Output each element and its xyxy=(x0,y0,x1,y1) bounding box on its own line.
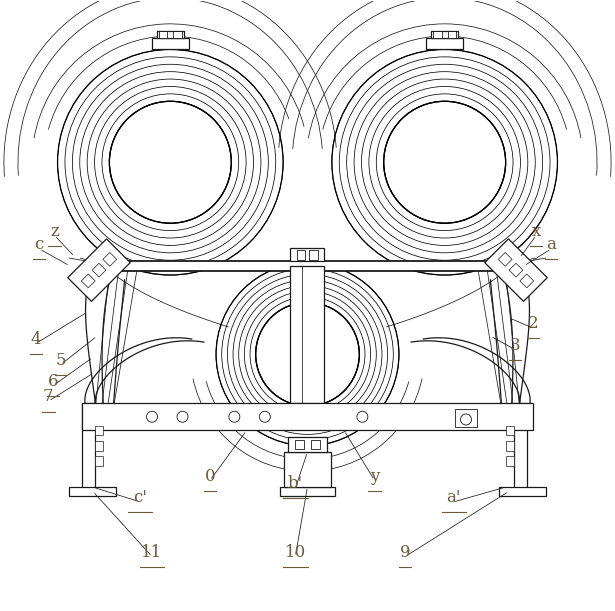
Text: y: y xyxy=(370,467,379,485)
Polygon shape xyxy=(520,274,534,288)
Bar xyxy=(506,456,514,466)
Bar xyxy=(514,403,527,488)
Bar xyxy=(426,38,463,49)
Bar xyxy=(82,403,95,488)
Bar xyxy=(288,437,327,452)
Bar xyxy=(159,31,167,38)
Polygon shape xyxy=(92,263,106,277)
Bar xyxy=(455,409,477,428)
Bar xyxy=(82,403,533,431)
Bar xyxy=(95,441,103,450)
Text: 11: 11 xyxy=(141,544,163,561)
Polygon shape xyxy=(509,263,523,277)
Circle shape xyxy=(384,101,506,223)
Bar xyxy=(290,266,324,403)
Text: 10: 10 xyxy=(285,544,306,561)
Bar xyxy=(152,38,189,49)
Text: c': c' xyxy=(133,489,147,506)
Polygon shape xyxy=(68,239,130,301)
Text: a': a' xyxy=(446,489,461,506)
Text: 9: 9 xyxy=(400,544,410,561)
Bar xyxy=(95,456,103,466)
Text: 5: 5 xyxy=(55,352,66,369)
Bar xyxy=(68,486,116,496)
Polygon shape xyxy=(103,252,117,266)
Text: 2: 2 xyxy=(528,315,538,332)
Text: b': b' xyxy=(288,475,303,492)
Bar xyxy=(280,486,335,496)
Text: 7: 7 xyxy=(43,389,54,406)
Text: x: x xyxy=(531,222,541,240)
Bar xyxy=(309,250,317,260)
Bar xyxy=(506,441,514,450)
Bar xyxy=(103,261,512,271)
Text: 0: 0 xyxy=(205,467,215,485)
Bar xyxy=(284,452,331,486)
Text: 3: 3 xyxy=(509,337,520,354)
Polygon shape xyxy=(498,252,512,266)
Text: c: c xyxy=(34,236,44,253)
Bar xyxy=(448,31,456,38)
Text: z: z xyxy=(50,222,59,240)
Bar xyxy=(290,247,324,261)
Bar xyxy=(311,439,320,449)
Text: a: a xyxy=(546,236,557,253)
Text: 6: 6 xyxy=(47,373,58,390)
Bar xyxy=(506,426,514,436)
Bar xyxy=(295,439,304,449)
Bar xyxy=(499,486,547,496)
Bar xyxy=(95,426,103,436)
Bar xyxy=(173,31,182,38)
Bar xyxy=(431,31,458,38)
Bar xyxy=(157,31,184,38)
Circle shape xyxy=(109,101,231,223)
Bar xyxy=(433,31,442,38)
Circle shape xyxy=(256,302,359,406)
Polygon shape xyxy=(485,239,547,301)
Text: 4: 4 xyxy=(31,331,42,348)
Bar xyxy=(297,250,306,260)
Polygon shape xyxy=(81,274,95,288)
